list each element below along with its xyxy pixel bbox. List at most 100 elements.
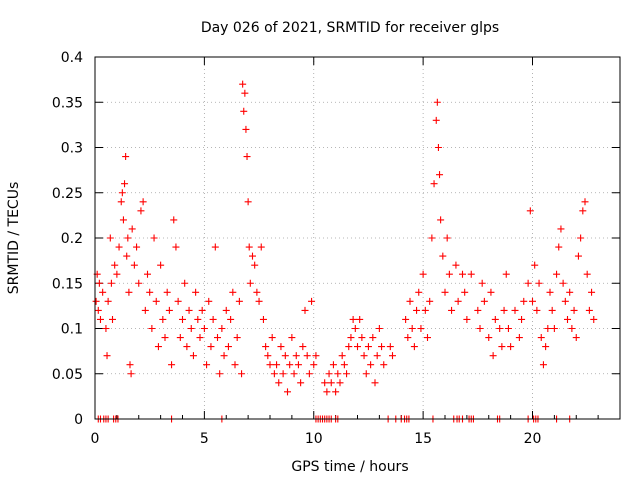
data-point [557,225,565,233]
data-point [327,379,335,387]
data-point [163,288,171,296]
data-point [227,315,235,323]
data-point [240,107,248,115]
data-point [590,315,598,323]
data-point [367,361,375,369]
data-point [220,352,228,360]
data-point [168,361,176,369]
data-point [137,207,145,215]
data-point [432,116,440,124]
data-point [577,234,585,242]
data-point [515,334,523,342]
data-point [323,388,331,396]
data-point [238,370,246,378]
data-point [92,297,100,305]
x-tick-label: 5 [200,431,209,447]
data-point [386,343,394,351]
data-point [415,288,423,296]
data-point [133,243,141,251]
data-point [200,325,208,332]
data-point [487,288,495,296]
data-point [555,243,563,251]
data-point [507,343,515,351]
data-point [504,325,512,332]
data-point [253,288,261,296]
data-point [251,261,259,269]
data-point [329,361,337,369]
data-point [154,343,162,351]
data-point [185,306,193,314]
data-point [106,234,114,242]
data-point [550,325,558,332]
data-point [340,361,348,369]
data-point [347,334,355,342]
data-point [428,234,436,242]
data-point [207,343,215,351]
data-point [211,243,219,251]
data-point [203,361,211,369]
data-point [292,352,300,360]
data-point [257,243,265,251]
y-tick-label: 0.05 [52,367,83,383]
data-point [518,315,526,323]
data-point [244,198,252,206]
data-point [277,343,285,351]
data-point [454,297,462,305]
data-point [109,315,116,323]
data-point [259,315,267,323]
data-point [480,297,488,305]
data-point [192,288,200,296]
y-tick-label: 0.4 [61,50,83,66]
data-point [463,315,471,323]
data-point [574,252,582,260]
data-point [159,315,167,323]
data-point [325,370,333,378]
data-point [130,261,138,269]
data-point [305,370,313,378]
data-point [103,352,111,360]
data-point [356,315,364,323]
data-point [183,343,191,351]
data-point [343,370,351,378]
data-point [152,297,160,305]
data-point [436,171,444,179]
data-point [111,261,119,269]
data-point [148,325,156,332]
y-axis-label: SRMTID / TECUs [6,182,22,295]
data-point [445,270,453,278]
data-point [581,198,589,206]
data-point [351,325,359,332]
data-point [433,98,441,106]
data-point [288,334,296,342]
data-point [297,379,305,387]
data-point [524,279,532,287]
data-point [489,352,497,360]
data-point [181,279,189,287]
data-point [310,361,318,369]
data-point [452,261,460,269]
data-point [496,325,504,332]
data-point [439,252,447,260]
data-point [338,352,346,360]
data-point [336,379,344,387]
data-point [354,343,361,351]
grid-lines [95,57,620,419]
data-point [216,370,224,378]
data-point [491,315,499,323]
data-point [273,361,281,369]
data-point [115,243,123,251]
data-point [321,379,329,387]
x-tick-label: 15 [414,431,432,447]
data-point [349,315,357,323]
data-point [358,334,366,342]
data-point [176,334,184,342]
data-point [408,325,416,332]
data-point [245,243,253,251]
data-point [421,306,429,314]
data-point [362,370,370,378]
data-point [299,343,307,351]
data-point [531,261,539,269]
data-point [229,288,237,296]
data-point [123,252,131,260]
